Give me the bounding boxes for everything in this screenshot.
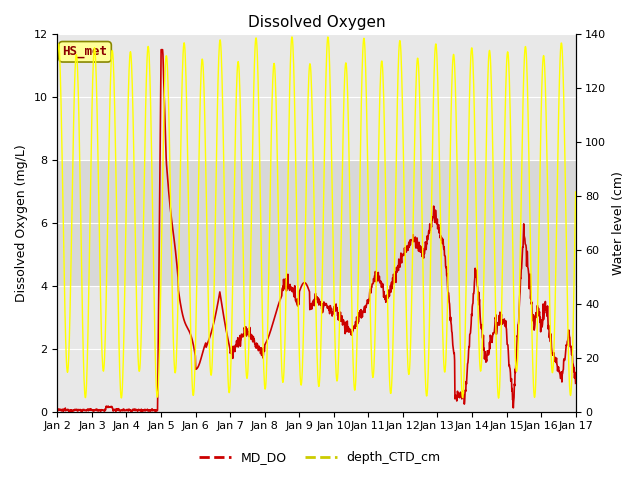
Legend: MD_DO, depth_CTD_cm: MD_DO, depth_CTD_cm bbox=[195, 446, 445, 469]
Bar bbox=[58, 286, 575, 412]
Y-axis label: Water level (cm): Water level (cm) bbox=[612, 171, 625, 275]
Title: Dissolved Oxygen: Dissolved Oxygen bbox=[248, 15, 385, 30]
Text: HS_met: HS_met bbox=[63, 45, 108, 58]
Bar bbox=[58, 34, 575, 160]
Bar bbox=[58, 160, 575, 286]
Y-axis label: Dissolved Oxygen (mg/L): Dissolved Oxygen (mg/L) bbox=[15, 144, 28, 302]
